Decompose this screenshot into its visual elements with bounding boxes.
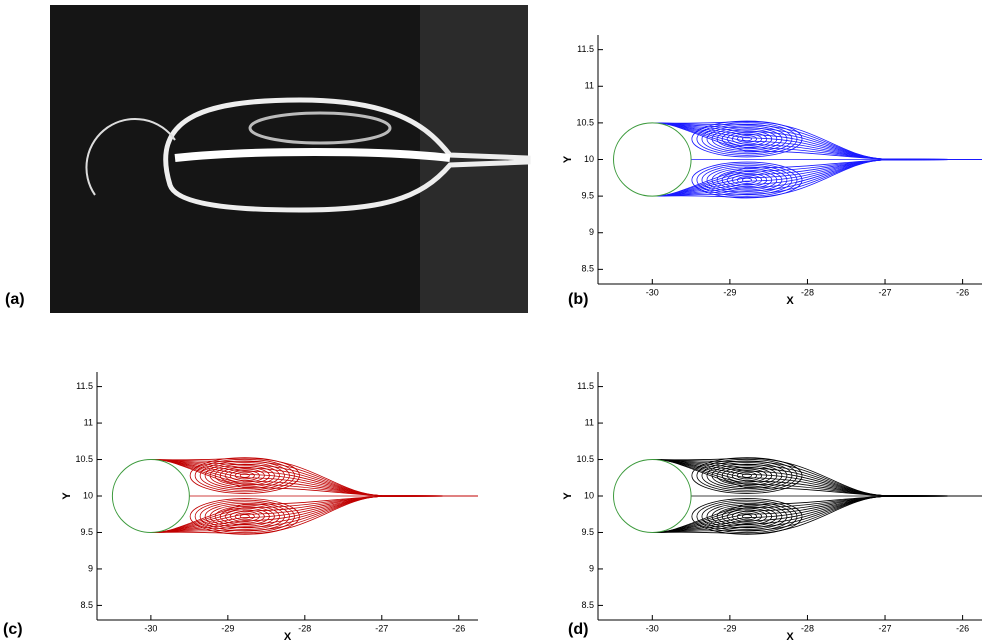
y-tick-label: 9 <box>589 563 594 573</box>
x-tick-label: -29 <box>723 287 736 297</box>
x-tick-label: -27 <box>375 623 388 633</box>
x-tick-label: -30 <box>646 623 659 633</box>
y-tick-label: 10 <box>83 490 93 500</box>
x-tick-label: -28 <box>801 623 814 633</box>
photo-panel <box>50 5 528 313</box>
x-tick-label: -29 <box>221 623 234 633</box>
x-axis-label: X <box>284 631 292 641</box>
x-tick-label: -27 <box>879 623 892 633</box>
cylinder <box>614 123 692 196</box>
x-tick-label: -29 <box>723 623 736 633</box>
y-tick-label: 8.5 <box>80 600 93 610</box>
cylinder <box>614 460 692 533</box>
y-tick-label: 9 <box>589 227 594 237</box>
x-tick-label: -27 <box>879 287 892 297</box>
y-tick-label: 11.5 <box>577 381 594 391</box>
panel-label: (a) <box>5 291 25 308</box>
y-tick-label: 10.5 <box>576 454 594 464</box>
streamline-panel: 8.5 9 9.5 10 10.5 11 11.5 -30 -29 -28 -27 -26 X Y (b) <box>562 35 982 308</box>
streamline-panel: 8.5 9 9.5 10 10.5 11 11.5 -30 -29 -28 -27 -26 X Y (d) <box>562 372 982 641</box>
streamline-panel: 8.5 9 9.5 10 10.5 11 11.5 -30 -29 -28 -27 -26 X Y (c) <box>3 372 478 641</box>
y-tick-label: 11 <box>585 417 594 427</box>
streamlines <box>112 458 478 535</box>
y-tick-label: 8.5 <box>581 264 594 274</box>
x-tick-label: -26 <box>956 623 969 633</box>
y-tick-label: 11 <box>84 417 93 427</box>
x-tick-label: -30 <box>144 623 157 633</box>
y-tick-label: 10 <box>584 490 594 500</box>
x-tick-label: -26 <box>956 287 969 297</box>
y-tick-label: 11 <box>585 81 594 91</box>
y-tick-label: 9.5 <box>581 527 594 537</box>
panel-label: (b) <box>568 291 588 308</box>
x-tick-label: -28 <box>801 287 814 297</box>
y-axis-label: Y <box>61 492 73 500</box>
y-tick-label: 11.5 <box>76 381 93 391</box>
y-axis-label: Y <box>562 492 574 500</box>
cylinder <box>112 460 189 533</box>
streamlines <box>614 121 982 198</box>
y-tick-label: 9 <box>88 563 93 573</box>
y-tick-label: 10 <box>584 154 594 164</box>
streamlines <box>614 458 982 535</box>
y-axis-label: Y <box>562 155 574 163</box>
y-tick-label: 10.5 <box>576 117 594 127</box>
y-tick-label: 11.5 <box>577 44 594 54</box>
y-tick-label: 10.5 <box>75 454 93 464</box>
y-tick-label: 8.5 <box>581 600 594 610</box>
y-tick-label: 9.5 <box>581 190 594 200</box>
panel-label: (d) <box>568 621 588 638</box>
y-tick-label: 9.5 <box>80 527 93 537</box>
panel-label: (c) <box>3 621 23 638</box>
x-axis-label: X <box>786 631 794 641</box>
x-tick-label: -26 <box>452 623 465 633</box>
x-tick-label: -28 <box>298 623 311 633</box>
x-tick-label: -30 <box>646 287 659 297</box>
x-axis-label: X <box>786 295 794 307</box>
figure: (a) 8.5 9 9.5 10 10.5 11 11.5 -30 -29 -28 -27 -26 X Y (… <box>0 0 987 641</box>
